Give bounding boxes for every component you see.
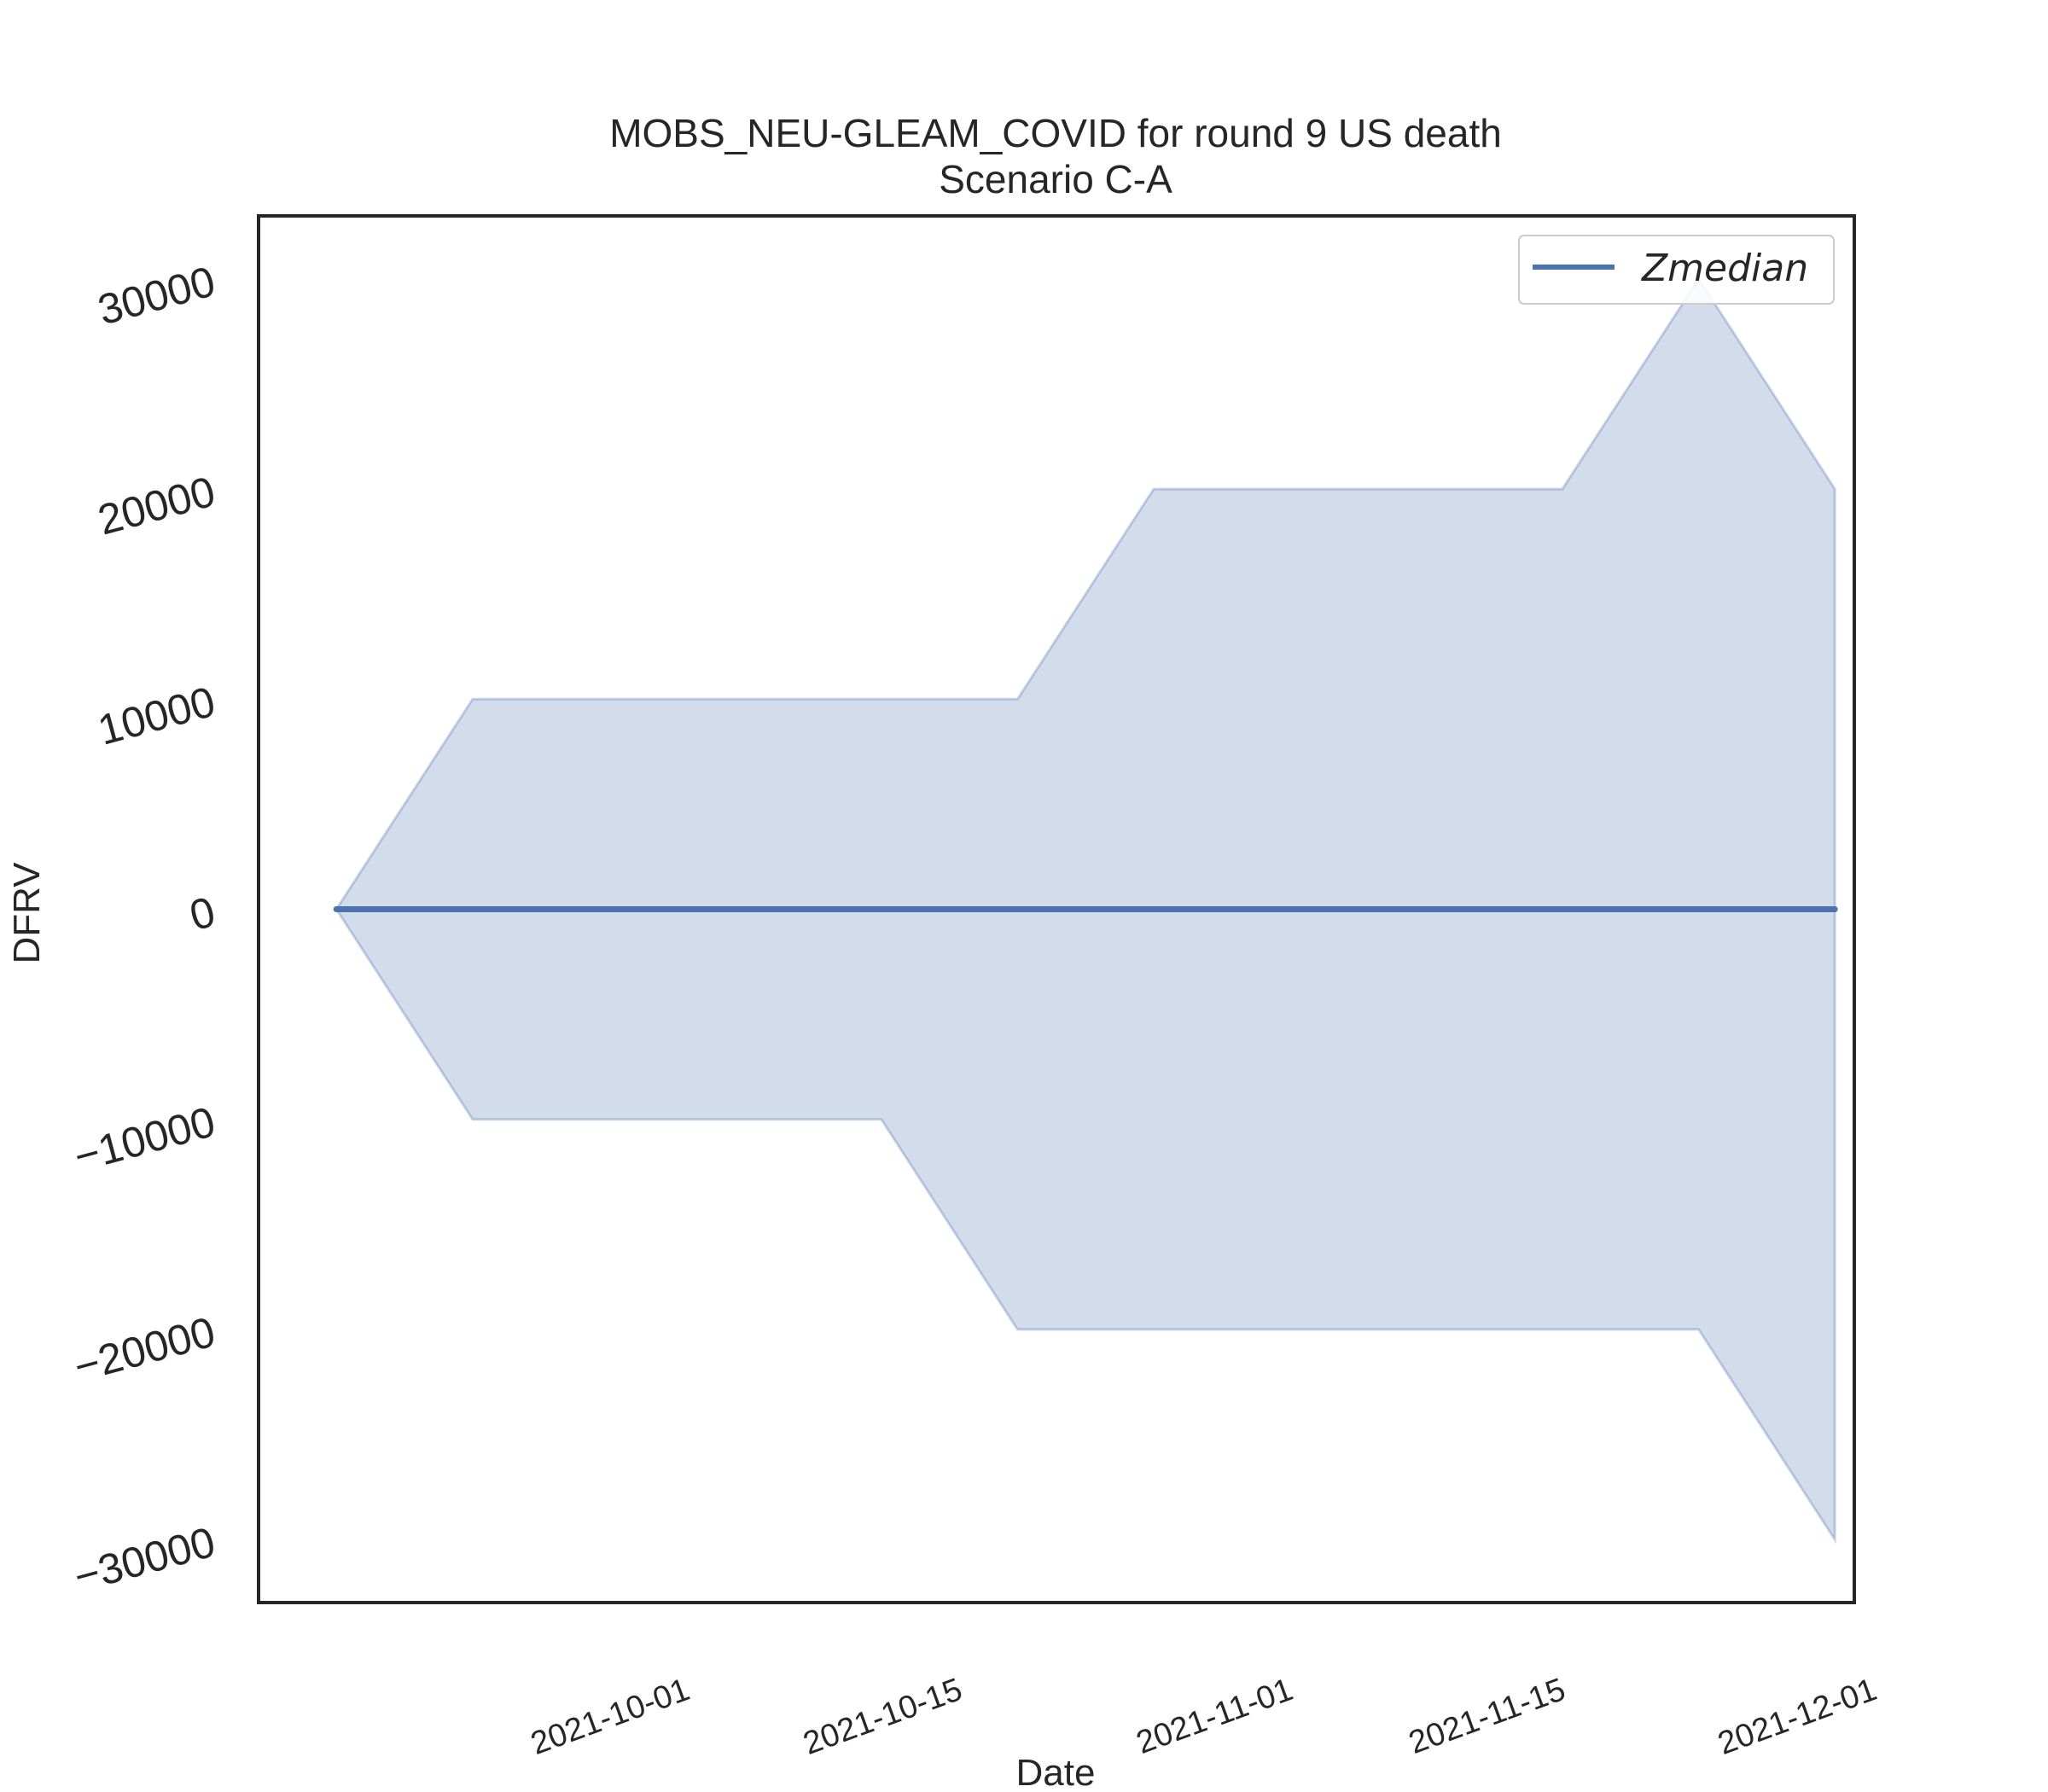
y-tick-label: 10000 — [93, 678, 220, 754]
legend-label: Zmedian — [1641, 247, 1808, 290]
chart-title: MOBS_NEU-GLEAM_COVID for round 9 US deat… — [609, 111, 1502, 155]
x-tick-label: 2021-11-01 — [1132, 1672, 1297, 1761]
y-tick-labels: −30000 −20000 −10000 0 10000 20000 30000 — [69, 257, 220, 1601]
x-tick-label: 2021-10-15 — [799, 1672, 967, 1762]
plot-frame — [257, 214, 1856, 1604]
y-tick-label: −20000 — [69, 1307, 220, 1391]
y-tick-label: 0 — [184, 887, 219, 940]
x-tick-label: 2021-11-15 — [1405, 1672, 1570, 1761]
y-tick-label: −10000 — [69, 1097, 220, 1181]
x-tick-labels: 2021-10-01 2021-10-15 2021-11-01 2021-11-15… — [527, 1672, 1882, 1762]
legend: Zmedian — [1518, 235, 1835, 305]
y-axis-label: DFRV — [6, 862, 48, 964]
plot-area — [333, 276, 1838, 1545]
y-tick-label: −30000 — [69, 1518, 220, 1602]
legend-box — [1518, 235, 1835, 305]
y-tick-label: 20000 — [93, 468, 220, 544]
y-tick-label: 30000 — [93, 257, 220, 334]
x-axis-label: Date — [1016, 1752, 1096, 1792]
chart-subtitle: Scenario C-A — [939, 157, 1172, 201]
x-tick-label: 2021-12-01 — [1713, 1672, 1882, 1762]
x-tick-label: 2021-10-01 — [527, 1672, 695, 1762]
